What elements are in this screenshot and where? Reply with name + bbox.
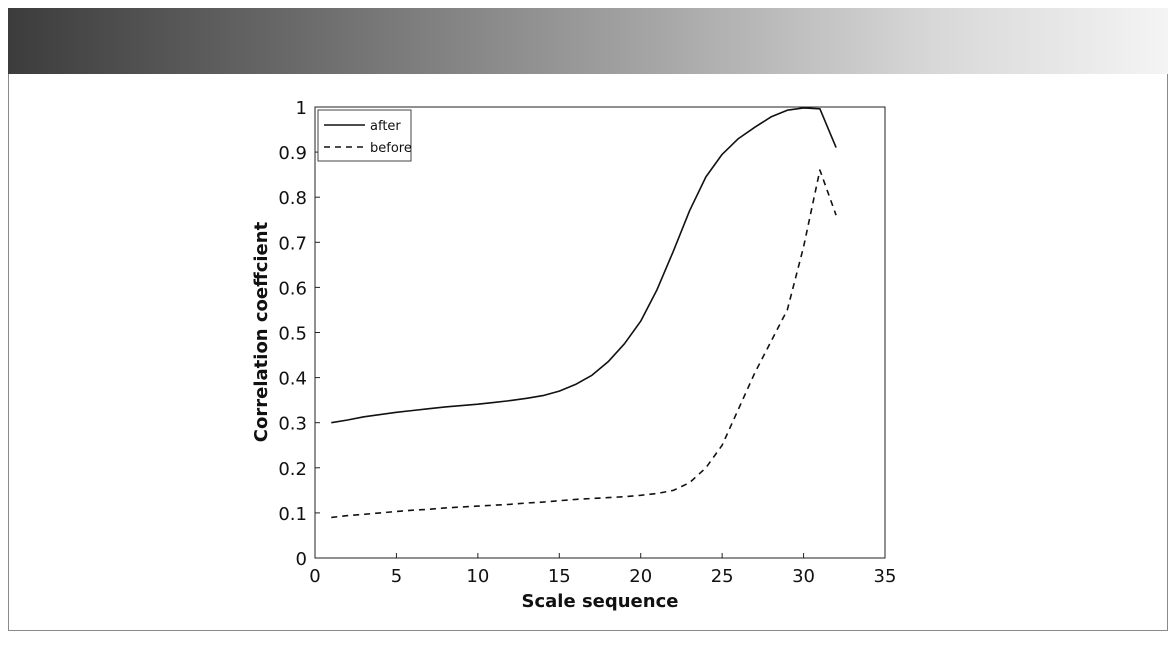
- y-tick-label: 0.9: [278, 143, 307, 164]
- y-axis-ticks: 0 0.1 0.2 0.3 0.4 0.5 0.6 0.7 0.8 0.9 1: [278, 98, 320, 570]
- plot-area: [314, 106, 886, 559]
- x-axis-label: Scale sequence: [522, 591, 679, 612]
- x-axis-ticks: 0 5 10 15 20 25 30 35: [309, 553, 896, 587]
- y-tick-label: 1: [296, 98, 307, 119]
- y-tick-label: 0.2: [278, 459, 307, 480]
- figure-frame: 0 5 10 15 20 25 30 35 0 0.1 0.2 0.3 0.4 0.5 0.6 0.7 0.8…: [8, 74, 1168, 631]
- x-tick-label: 0: [309, 566, 320, 587]
- legend: after before: [317, 109, 412, 162]
- x-tick-label: 15: [548, 566, 571, 587]
- x-tick-label: 5: [391, 566, 402, 587]
- legend-label-before: before: [370, 141, 412, 156]
- x-tick-label: 10: [466, 566, 489, 587]
- y-axis-label: Correlation coeffcient: [251, 221, 272, 442]
- x-tick-label: 25: [711, 566, 734, 587]
- y-tick-label: 0: [296, 549, 307, 570]
- y-tick-label: 0.6: [278, 278, 307, 299]
- y-tick-label: 0.8: [278, 188, 307, 209]
- x-tick-label: 30: [792, 566, 815, 587]
- y-tick-label: 0.7: [278, 233, 307, 254]
- x-tick-label: 35: [874, 566, 897, 587]
- legend-label-after: after: [370, 119, 401, 134]
- y-tick-label: 0.4: [278, 369, 307, 390]
- y-tick-label: 0.3: [278, 414, 307, 435]
- series-line-before: [331, 169, 837, 519]
- y-tick-label: 0.1: [278, 504, 307, 525]
- header-banner: [8, 8, 1168, 74]
- series-lines: [331, 107, 837, 519]
- line-chart: 0 5 10 15 20 25 30 35 0 0.1 0.2 0.3 0.4 0.5 0.6 0.7 0.8…: [251, 98, 896, 612]
- x-tick-label: 20: [629, 566, 652, 587]
- y-tick-label: 0.5: [278, 324, 307, 345]
- legend-box: [317, 109, 412, 162]
- series-line-after: [331, 107, 837, 424]
